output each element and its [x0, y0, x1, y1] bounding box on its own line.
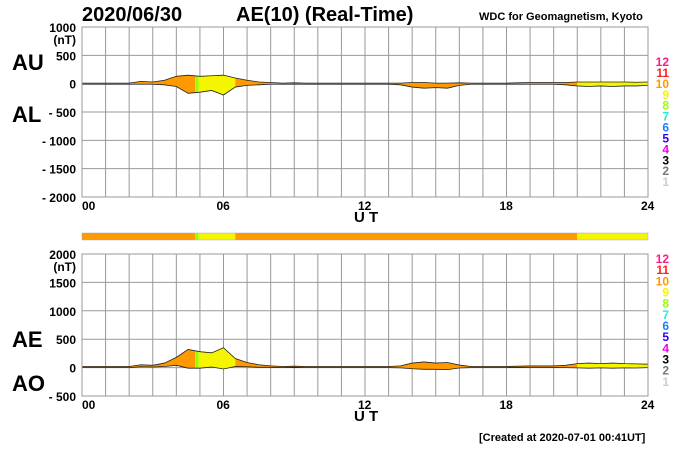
date-title: 2020/06/30: [82, 4, 183, 26]
activity-bar-segment: [198, 233, 236, 240]
activity-fill-segment: [235, 347, 578, 370]
activity-fill-segment: [198, 75, 236, 95]
chart-title: AE(10) (Real-Time): [236, 4, 414, 26]
x-tick-label: 24: [641, 398, 655, 412]
activity-level-12: 12: [656, 55, 670, 69]
activity-bar-frame: [81, 232, 649, 241]
y-tick-label: - 2000: [42, 191, 76, 205]
series-label-al: AL: [12, 102, 41, 127]
x-tick-label: 12: [358, 398, 372, 412]
activity-level-8: 8: [662, 99, 669, 113]
activity-level-2: 2: [662, 164, 669, 178]
activity-bar-segment: [577, 233, 648, 240]
activity-bar-segment: [82, 233, 196, 240]
activity-fill-segment: [195, 347, 199, 370]
activity-fill-segment: [82, 347, 196, 370]
series-al-line: [82, 83, 649, 96]
activity-level-10: 10: [656, 77, 670, 91]
y-tick-label: - 500: [49, 390, 77, 404]
y-tick-label: 0: [69, 362, 76, 376]
y-tick-label: 500: [56, 333, 76, 347]
activity-fill-segment: [195, 75, 199, 95]
x-tick-label: 12: [358, 199, 372, 213]
activity-level-2: 2: [662, 364, 669, 378]
activity-level-9: 9: [662, 88, 669, 102]
x-tick-label: 00: [82, 199, 96, 213]
activity-level-8: 8: [662, 297, 669, 311]
activity-fill-segment: [198, 347, 236, 370]
activity-level-4: 4: [662, 341, 669, 355]
activity-level-7: 7: [662, 110, 669, 124]
activity-level-12: 12: [656, 252, 670, 266]
y-tick-label: - 500: [49, 106, 77, 120]
panel-au-al: 1000 500 0 - 500 - 1000 - 1500 - 2000 (nT) 00 06 1…: [12, 21, 669, 226]
y-tick-label: - 1000: [42, 134, 76, 148]
series-label-ae: AE: [12, 327, 43, 352]
series-ao-line: [82, 364, 649, 370]
x-tick-label: 06: [217, 199, 231, 213]
activity-level-7: 7: [662, 308, 669, 322]
activity-level-11: 11: [656, 66, 669, 80]
y-tick-label: - 1500: [42, 163, 76, 177]
activity-color-bar: [81, 232, 649, 241]
activity-bar-segment: [235, 233, 578, 240]
y-tick-label: 500: [56, 49, 76, 63]
x-axis-label: U T: [354, 408, 378, 425]
activity-level-4: 4: [662, 142, 669, 156]
y-unit-label: (nT): [53, 33, 76, 47]
activity-level-3: 3: [662, 153, 669, 167]
plot-frame: [81, 26, 649, 198]
activity-bar-segment: [195, 233, 199, 240]
x-tick-label: 18: [500, 199, 514, 213]
y-tick-label: 0: [69, 78, 76, 92]
x-tick-label: 00: [82, 398, 96, 412]
series-ae-line: [82, 347, 649, 367]
series-au-line: [82, 74, 649, 84]
activity-level-1: 1: [662, 175, 669, 189]
plot-frame: [81, 253, 649, 397]
activity-fill-segment: [577, 347, 648, 370]
y-tick-label: 1000: [49, 21, 76, 35]
x-tick-label: 06: [217, 398, 231, 412]
y-tick-label: 2000: [49, 248, 76, 262]
activity-level-5: 5: [662, 131, 669, 145]
x-tick-label: 24: [641, 199, 655, 213]
x-tick-label: 18: [500, 398, 514, 412]
created-timestamp: [Created at 2020-07-01 00:41UT]: [479, 432, 646, 444]
activity-level-3: 3: [662, 353, 669, 367]
activity-level-9: 9: [662, 286, 669, 300]
activity-level-6: 6: [662, 319, 669, 333]
y-tick-label: 1000: [49, 305, 76, 319]
activity-level-5: 5: [662, 330, 669, 344]
activity-level-6: 6: [662, 121, 669, 135]
series-label-au: AU: [12, 50, 44, 75]
activity-level-1: 1: [662, 375, 669, 389]
series-label-ao: AO: [12, 371, 45, 396]
source-label: WDC for Geomagnetism, Kyoto: [479, 11, 643, 23]
x-axis-label: U T: [354, 209, 378, 226]
activity-level-10: 10: [656, 274, 670, 288]
activity-level-11: 11: [656, 263, 669, 277]
y-tick-label: 1500: [49, 276, 76, 290]
y-unit-label: (nT): [53, 260, 76, 274]
